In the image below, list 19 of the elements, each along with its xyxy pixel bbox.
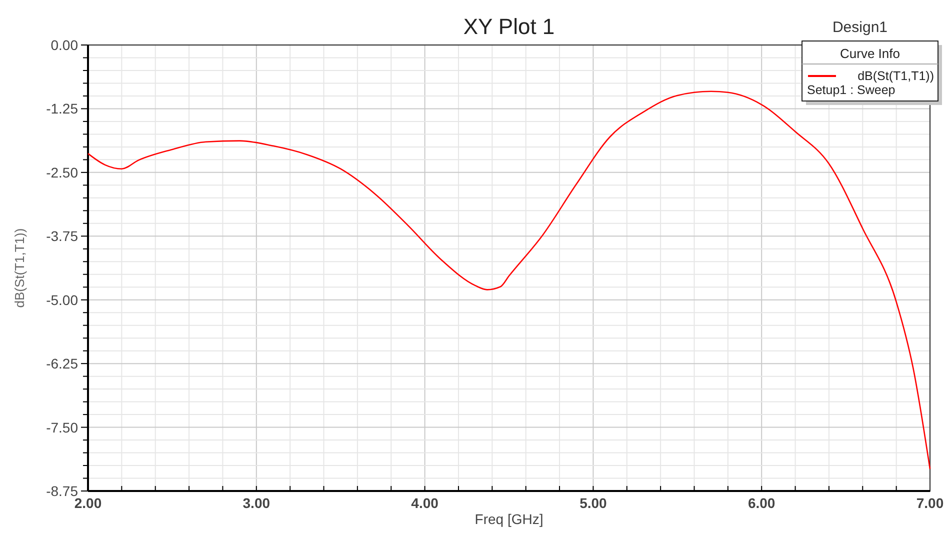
legend-title: Curve Info <box>840 46 900 61</box>
x-tick-label: 6.00 <box>748 495 776 511</box>
chart-title: XY Plot 1 <box>463 14 555 39</box>
x-tick-label: 7.00 <box>916 495 944 511</box>
x-axis-title: Freq [GHz] <box>474 511 544 527</box>
chart-subtitle: Design1 <box>832 19 888 36</box>
y-tick-label: 0.00 <box>50 37 78 53</box>
y-tick-label: -6.25 <box>46 356 78 372</box>
x-tick-label: 3.00 <box>242 495 270 511</box>
y-tick-label: -7.50 <box>46 419 78 436</box>
x-tick-label: 4.00 <box>411 495 439 511</box>
y-tick-label: -3.75 <box>46 228 78 244</box>
y-tick-label: -2.50 <box>46 164 78 180</box>
y-axis-title: dB(St(T1,T1)) <box>12 228 27 308</box>
y-tick-label: -1.25 <box>46 100 78 117</box>
x-tick-label: 5.00 <box>580 495 608 511</box>
annotation: Setup1 : Sweep <box>807 83 896 97</box>
legend-label: dB(St(T1,T1)) <box>858 69 934 83</box>
y-tick-label: -5.00 <box>46 292 78 308</box>
